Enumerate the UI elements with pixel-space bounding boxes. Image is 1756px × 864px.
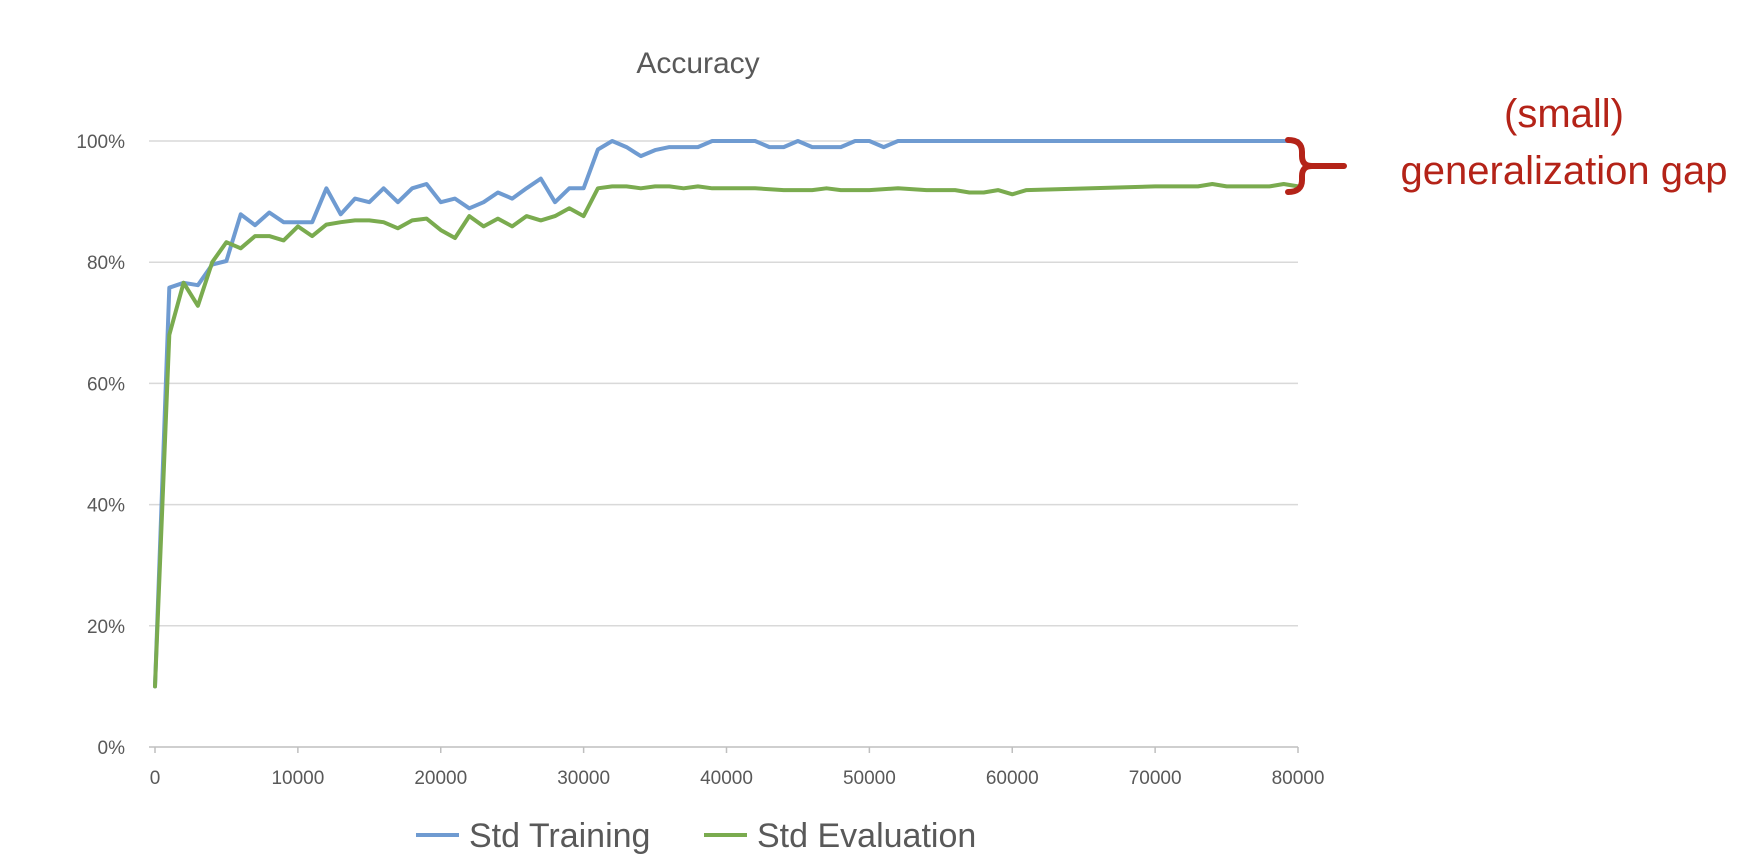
- y-tick-label: 80%: [87, 253, 125, 274]
- y-tick-label: 20%: [87, 617, 125, 638]
- legend: Std Training Std Evaluation: [416, 817, 976, 855]
- y-tick-label: 40%: [87, 496, 125, 517]
- x-tick-label: 70000: [1129, 768, 1182, 789]
- x-tick-label: 0: [150, 768, 161, 789]
- gap-annotation: (small) generalization gap: [1285, 92, 1728, 195]
- y-tick-label: 0%: [98, 738, 126, 759]
- x-tick-label: 50000: [843, 768, 896, 789]
- legend-label-training: Std Training: [469, 817, 650, 855]
- x-tick-label: 10000: [271, 768, 324, 789]
- series-lines: [153, 139, 1300, 689]
- annotation-line-1: (small): [1504, 92, 1624, 136]
- y-tick-label: 60%: [87, 374, 125, 395]
- annotation-line-2: generalization gap: [1401, 149, 1728, 193]
- y-tick-label: 100%: [76, 132, 125, 153]
- x-tick-label: 30000: [557, 768, 610, 789]
- series-line-evaluation: [153, 182, 1300, 689]
- x-tick-label: 40000: [700, 768, 753, 789]
- y-axis-ticks: 0% 20% 40% 60% 80% 100%: [76, 132, 125, 759]
- x-tick-label: 20000: [414, 768, 467, 789]
- chart-title: Accuracy: [636, 47, 759, 80]
- legend-label-evaluation: Std Evaluation: [757, 817, 976, 855]
- series-line-training: [153, 139, 1300, 689]
- gridlines: [149, 140, 1299, 753]
- gap-brace: [1285, 137, 1347, 195]
- x-tick-label: 60000: [986, 768, 1039, 789]
- x-tick-label: 80000: [1272, 768, 1325, 789]
- x-axis-ticks: 0 10000 20000 30000 40000 50000 60000 70000 8000…: [150, 768, 1325, 789]
